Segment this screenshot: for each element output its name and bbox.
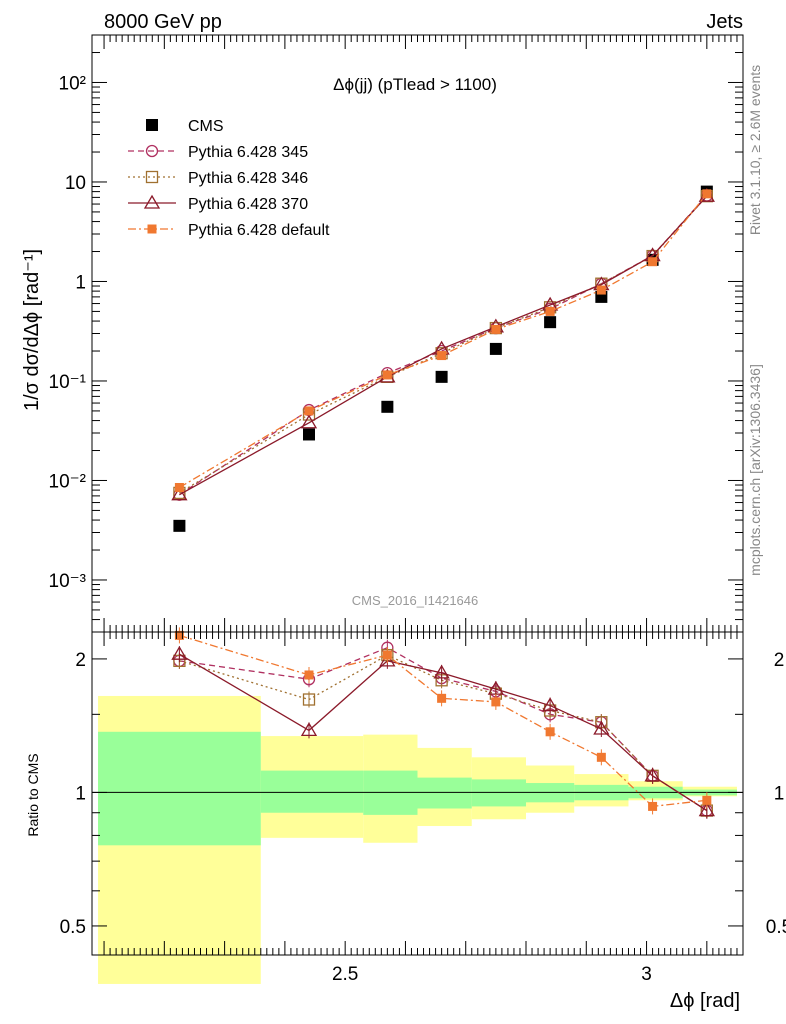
ratio-point: [596, 752, 606, 762]
y-tick-label: 10⁻¹: [49, 372, 87, 393]
ratio-point: [702, 795, 712, 805]
plot-title: Δϕ(jj) (pTlead > 1100): [333, 75, 497, 94]
legend-label: Pythia 6.428 default: [188, 222, 330, 239]
main-panel-series: [171, 185, 715, 532]
ratio-point: [300, 722, 318, 737]
data-point: [303, 428, 315, 441]
ratio-point: [541, 697, 559, 712]
ratio-panel-series: [171, 627, 715, 819]
x-axis-label: Δϕ [rad]: [670, 990, 740, 1012]
y-tick-label: 1: [75, 272, 86, 293]
band-green: [417, 777, 472, 809]
legend-marker: [146, 119, 158, 131]
ratio-y-tick-label-right: 1: [774, 783, 785, 804]
ratio-point: [437, 693, 447, 703]
header-left: 8000 GeV pp: [104, 11, 222, 33]
data-point: [173, 519, 186, 532]
data-point: [382, 370, 392, 380]
mcplots-text: mcplots.cern.ch [arXiv:1306.3436]: [747, 364, 763, 576]
legend-label: CMS: [188, 118, 224, 135]
data-point: [304, 406, 314, 416]
ratio-y-tick-label: 2: [75, 650, 86, 671]
legend-label: Pythia 6.428 346: [188, 170, 308, 187]
y-tick-label: 10: [65, 173, 86, 194]
header-right: Jets: [706, 11, 743, 33]
legend-marker: [147, 224, 157, 234]
ratio-point: [698, 802, 715, 817]
ratio-point: [382, 650, 392, 660]
data-point: [596, 285, 606, 295]
ratio-point: [379, 652, 396, 667]
legend-label: Pythia 6.428 370: [188, 196, 308, 213]
analysis-watermark: CMS_2016_I1421646: [352, 593, 479, 608]
ratio-y-tick-label: 0.5: [60, 917, 86, 938]
ratio-point: [433, 664, 450, 679]
ratio-point: [648, 801, 658, 811]
ratio-y-tick-label: 1: [75, 783, 86, 804]
data-point: [489, 342, 502, 355]
ratio-y-tick-label-right: 0.5: [766, 917, 786, 938]
data-point: [174, 482, 184, 492]
ratio-point: [593, 720, 610, 735]
ratio-uncertainty-bands: [92, 695, 743, 984]
y-tick-label: 10²: [59, 73, 86, 94]
ratio-y-tick-label-right: 2: [774, 650, 785, 671]
legend-label: Pythia 6.428 345: [188, 144, 308, 161]
band-green: [98, 731, 261, 846]
ratio-point: [545, 727, 555, 737]
band-green: [260, 770, 364, 813]
legend-marker: [143, 194, 161, 209]
rivet-version-text: Rivet 3.1.10, ≥ 2.6M events: [747, 65, 763, 235]
axes-frames: 10⁻³ 10⁻² 10⁻¹ 1 10 10² 2.5 3 0.5 0.5 1 1 2 2: [49, 34, 786, 985]
ratio-point: [171, 645, 188, 660]
data-point: [491, 324, 501, 334]
x-tick-label: 3: [641, 964, 652, 985]
y-tick-label: 10⁻²: [49, 471, 87, 492]
ratio-point: [491, 697, 501, 707]
data-point: [648, 257, 658, 267]
data-point: [300, 414, 318, 429]
legend: CMS Pythia 6.428 345 Pythia 6.428 346 Pythi…: [128, 118, 330, 239]
data-point: [437, 351, 447, 361]
data-point: [435, 370, 448, 383]
data-point: [702, 189, 712, 199]
legend-marker: [145, 170, 159, 184]
y-tick-label: 10⁻³: [49, 571, 87, 592]
main-ylabel: 1/σ dσ/dΔϕ [rad⁻¹]: [21, 249, 43, 411]
x-tick-label: 2.5: [332, 964, 358, 985]
data-point: [544, 316, 557, 329]
legend-marker: [145, 144, 159, 158]
data-point: [381, 400, 394, 413]
ratio-point: [304, 670, 314, 680]
ratio-point: [302, 693, 316, 706]
data-point: [171, 486, 188, 501]
data-point: [545, 306, 555, 316]
ratio-point: [174, 630, 184, 640]
ratio-point: [644, 767, 661, 782]
ratio-ylabel: Ratio to CMS: [25, 753, 41, 836]
